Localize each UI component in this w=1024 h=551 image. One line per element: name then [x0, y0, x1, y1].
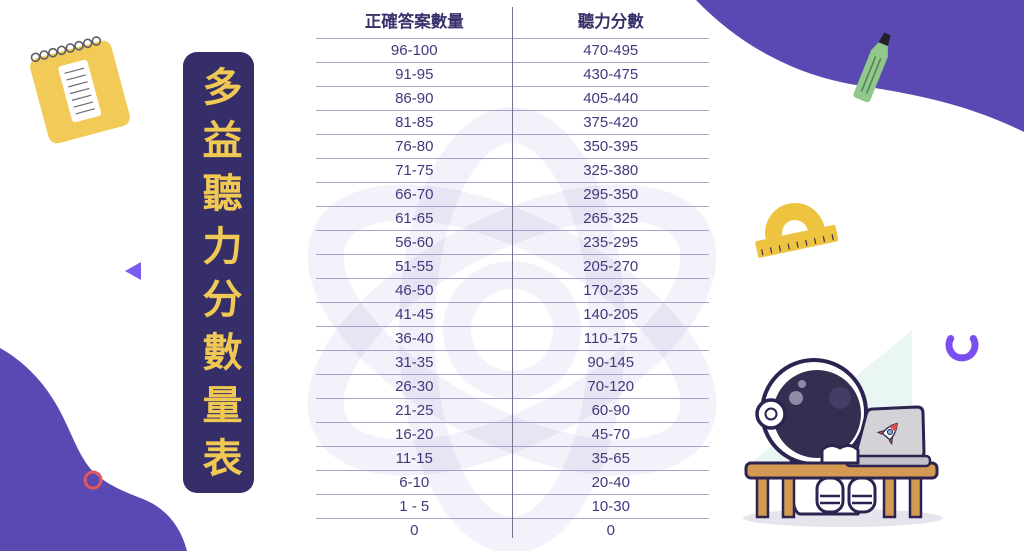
pencil-icon — [853, 32, 891, 103]
correct-answers-cell: 71-75 — [395, 162, 434, 179]
corner-blob-top-right — [692, 0, 1024, 132]
correct-answers-cell: 96-100 — [390, 42, 438, 59]
listening-score-cell: 265-325 — [583, 210, 639, 227]
triangle-icon — [125, 262, 141, 280]
listening-score-cell: 350-395 — [583, 138, 639, 155]
listening-score-cell: 295-350 — [583, 186, 639, 203]
listening-score-cell: 45-70 — [591, 426, 630, 443]
listening-score-cell: 205-270 — [583, 258, 639, 275]
column-header-correct-answers: 正確答案數量 — [364, 13, 464, 31]
correct-answers-cell: 76-80 — [395, 138, 434, 155]
listening-score-cell: 90-145 — [587, 354, 635, 371]
correct-answers-cell: 56-60 — [395, 234, 434, 251]
astronaut-hands — [820, 443, 860, 465]
correct-answers-cell: 6-10 — [399, 474, 430, 491]
correct-answers-cell: 36-40 — [395, 330, 434, 347]
listening-score-cell: 375-420 — [583, 114, 639, 131]
listening-score-cell: 405-440 — [583, 90, 639, 107]
listening-score-cell: 20-40 — [591, 474, 630, 491]
desk — [744, 461, 939, 519]
listening-score-cell: 170-235 — [583, 282, 639, 299]
correct-answers-cell: 66-70 — [395, 186, 434, 203]
column-header-listening-score: 聽力分數 — [577, 13, 644, 31]
listening-score-cell: 10-30 — [591, 498, 630, 515]
listening-score-cell: 60-90 — [591, 402, 630, 419]
notebook-icon — [30, 36, 130, 144]
correct-answers-cell: 81-85 — [395, 114, 434, 131]
correct-answers-cell: 61-65 — [395, 210, 434, 227]
page-title: 多益聽力分數量表 — [196, 65, 241, 490]
listening-score-cell: 110-175 — [583, 330, 638, 347]
crescent-icon — [945, 335, 979, 362]
table-header-row: 正確答案數量 聽力分數 — [316, 8, 709, 38]
listening-score-cell: 470-495 — [583, 42, 639, 59]
correct-answers-cell: 26-30 — [395, 378, 434, 395]
astronaut-illustration — [743, 330, 943, 527]
astronaut-helmet — [755, 358, 868, 466]
listening-score-cell: 35-65 — [591, 450, 630, 467]
rocket-sticker-icon — [876, 422, 898, 446]
listening-score-cell: 430-475 — [583, 66, 639, 83]
correct-answers-cell: 51-55 — [395, 258, 434, 275]
correct-answers-cell: 31-35 — [395, 354, 434, 371]
protractor-icon — [755, 203, 839, 258]
correct-answers-cell: 11-15 — [395, 450, 433, 467]
table-column-divider — [512, 7, 513, 538]
listening-score-cell: 325-380 — [583, 162, 639, 179]
listening-score-cell: 70-120 — [587, 378, 635, 395]
correct-answers-cell: 46-50 — [395, 282, 434, 299]
corner-blob-bottom-left — [0, 348, 187, 551]
circle-outline-icon — [83, 470, 103, 490]
title-plate: 多益聽力分數量表 — [183, 52, 254, 493]
correct-answers-cell: 1 - 5 — [399, 498, 430, 515]
correct-answers-cell: 91-95 — [395, 66, 434, 83]
correct-answers-cell: 41-45 — [395, 306, 434, 323]
listening-score-cell: 0 — [606, 522, 615, 539]
correct-answers-cell: 86-90 — [395, 90, 434, 107]
correct-answers-cell: 16-20 — [395, 426, 434, 443]
correct-answers-cell: 0 — [410, 522, 419, 539]
correct-answers-cell: 21-25 — [395, 402, 434, 419]
listening-score-cell: 140-205 — [583, 306, 639, 323]
listening-score-cell: 235-295 — [583, 234, 639, 251]
